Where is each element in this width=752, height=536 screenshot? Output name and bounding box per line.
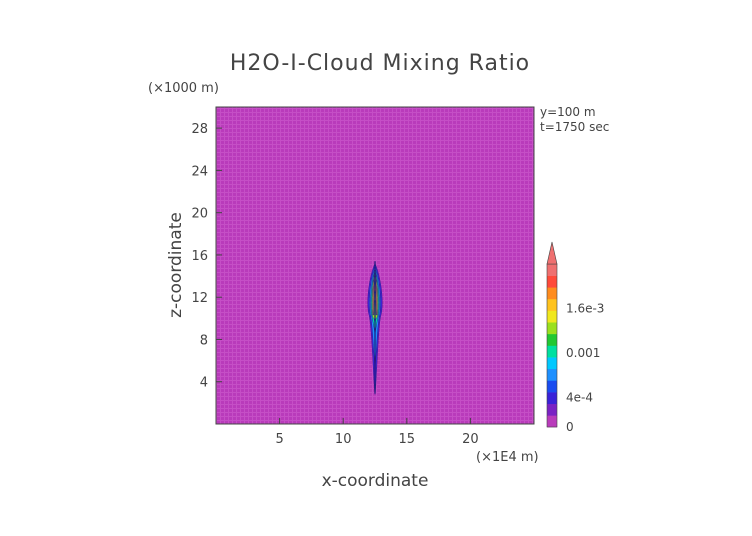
colorbar-segment — [547, 368, 557, 381]
colorbar-segment — [547, 345, 557, 358]
annotation-y: y=100 m — [540, 105, 596, 119]
colorbar-tick-label: 4e-4 — [566, 390, 593, 404]
colorbar-segment — [547, 322, 557, 335]
x-unit-label: (×1E4 m) — [476, 450, 539, 465]
y-tick-label: 4 — [200, 376, 208, 391]
y-tick-label: 24 — [191, 164, 208, 179]
y-tick-label: 8 — [200, 333, 208, 348]
x-tick-label: 20 — [462, 432, 479, 447]
colorbar-segment — [547, 275, 557, 288]
plot-frame — [215, 106, 535, 425]
colorbar: 0 4e-4 0.001 1.6e-3 — [546, 241, 604, 434]
colorbar-tick-label: 0 — [566, 420, 574, 434]
y-axis-label: z-coordinate — [166, 212, 186, 318]
x-axis: 5 10 15 20 — [275, 418, 479, 447]
colorbar-segment — [547, 310, 557, 323]
colorbar-segment — [547, 333, 557, 346]
x-tick-label: 10 — [335, 432, 352, 447]
y-axis: 4 8 12 16 20 24 28 — [191, 122, 222, 391]
colorbar-segment — [547, 264, 557, 276]
y-unit-label: (×1000 m) — [148, 81, 219, 96]
colorbar-extend-arrow — [546, 241, 558, 265]
colorbar-segment — [547, 357, 557, 370]
x-tick-label: 5 — [275, 432, 283, 447]
x-tick-label: 15 — [399, 432, 416, 447]
plume-contours — [367, 261, 383, 395]
colorbar-segment — [547, 392, 557, 405]
y-tick-label: 16 — [191, 249, 208, 264]
chart-title: H2O-I-Cloud Mixing Ratio — [230, 51, 530, 76]
colorbar-segment — [547, 298, 557, 311]
x-axis-label: x-coordinate — [322, 471, 429, 491]
colorbar-segment — [547, 287, 557, 300]
colorbar-tick-label: 1.6e-3 — [566, 301, 604, 315]
colorbar-segment — [547, 403, 557, 416]
colorbar-tick-label: 0.001 — [566, 346, 600, 360]
y-tick-label: 12 — [191, 291, 208, 306]
y-tick-label: 20 — [191, 207, 208, 222]
annotation-time: t=1750 sec — [540, 120, 609, 134]
colorbar-segment — [547, 380, 557, 393]
colorbar-segment — [547, 415, 557, 428]
y-tick-label: 28 — [191, 122, 208, 137]
